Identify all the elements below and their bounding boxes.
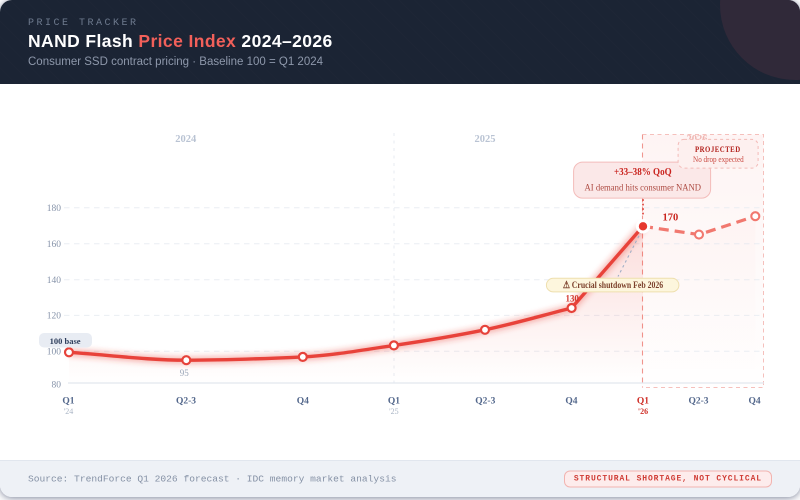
svg-text:'24: '24 [64,407,73,416]
svg-text:Q1: Q1 [637,397,649,407]
svg-text:100: 100 [47,347,62,357]
svg-text:130: 130 [566,294,580,304]
svg-text:Q4: Q4 [297,397,309,407]
svg-text:170: 170 [663,213,679,224]
svg-text:2025: 2025 [475,134,496,145]
svg-text:100 base: 100 base [50,336,81,346]
svg-text:AI demand hits consumer NAND: AI demand hits consumer NAND [585,183,702,193]
svg-text:'26: '26 [638,407,648,416]
svg-text:95: 95 [180,368,190,378]
svg-text:Q1: Q1 [62,397,74,407]
svg-text:140: 140 [47,276,62,286]
svg-text:180: 180 [47,204,62,214]
svg-text:PROJECTED: PROJECTED [695,144,741,154]
svg-text:120: 120 [47,312,62,322]
svg-text:80: 80 [52,381,62,391]
svg-text:Q2-3: Q2-3 [688,397,708,407]
svg-text:⚠ Crucial shutdown Feb 2026: ⚠ Crucial shutdown Feb 2026 [563,280,663,291]
svg-text:No drop expected: No drop expected [693,155,744,164]
svg-text:Q4: Q4 [565,397,577,407]
svg-text:160: 160 [47,240,62,250]
svg-text:Q1: Q1 [388,397,400,407]
svg-text:2024: 2024 [175,134,197,145]
svg-text:+33–38% QoQ: +33–38% QoQ [614,167,672,178]
svg-text:Q4: Q4 [749,397,761,407]
svg-text:Q2-3: Q2-3 [475,397,495,407]
svg-text:'25: '25 [389,407,398,416]
svg-text:Q2-3: Q2-3 [176,397,196,407]
